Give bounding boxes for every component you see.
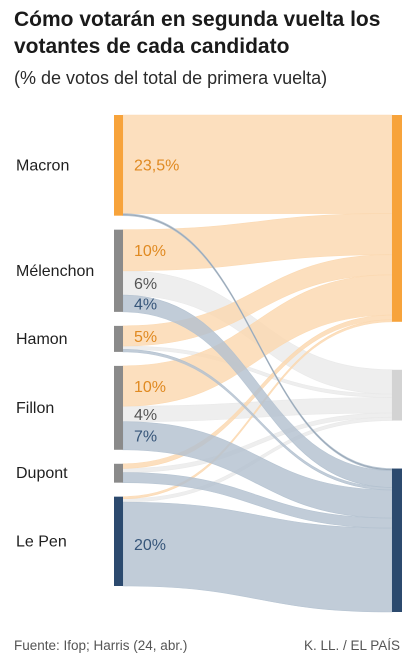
target-node-macron <box>392 115 402 322</box>
source-node-macron <box>114 115 123 216</box>
flow-line-macron-to-le-pen <box>122 214 393 471</box>
flow-label-le-pen-to-le-pen: 20% <box>134 537 166 554</box>
flow-label-hamon-to-macron: 5% <box>134 329 157 346</box>
credit-note: K. LL. / EL PAÍS <box>303 638 400 653</box>
candidate-label-le-pen: Le Pen <box>16 533 67 550</box>
flow-label-melenchon-to-le-pen: 4% <box>134 296 157 313</box>
source-note: Fuente: Ifop; Harris (24, abr.) <box>14 638 188 653</box>
chart-title: Cómo votarán en segunda vuelta los votan… <box>14 8 381 58</box>
candidate-label-macron: Macron <box>16 157 69 174</box>
source-node-hamon <box>114 325 123 352</box>
candidate-label-fillon: Fillon <box>16 400 54 417</box>
source-node-dupont <box>114 463 123 483</box>
flow-label-melenchon-to-macron: 10% <box>134 243 166 260</box>
flow-label-fillon-to-le-pen: 7% <box>134 429 157 446</box>
source-node-le-pen <box>114 496 123 586</box>
flow-label-fillon-to-abstencion-blanco: 4% <box>134 407 157 424</box>
nodes-layer <box>114 115 402 612</box>
candidate-label-hamon: Hamon <box>16 331 68 348</box>
flow-label-melenchon-to-abstencion-blanco: 6% <box>134 276 157 293</box>
source-node-melenchon <box>114 229 123 312</box>
target-node-abstencion-blanco <box>392 369 402 421</box>
candidate-label-melenchon: Mélenchon <box>16 263 94 280</box>
flow-label-macron-to-macron: 23,5% <box>134 157 179 174</box>
candidate-label-dupont: Dupont <box>16 465 68 482</box>
labels-layer: Macron Mélenchon Hamon Fillon Dupont Le Pen 23… <box>16 157 179 554</box>
chart-subtitle: (% de votos del total de primera vuelta) <box>14 68 328 88</box>
flow-label-fillon-to-macron: 10% <box>134 379 166 396</box>
source-node-fillon <box>114 365 123 450</box>
flows-layer <box>122 114 393 613</box>
target-node-le-pen <box>392 468 402 612</box>
